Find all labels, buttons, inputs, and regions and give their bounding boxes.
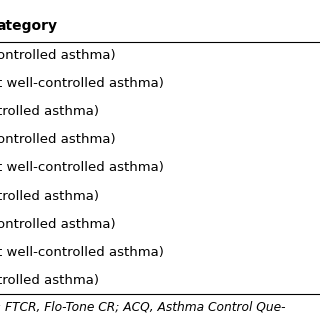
Text: ategory: ategory bbox=[0, 19, 58, 33]
Text: t well-controlled asthma): t well-controlled asthma) bbox=[0, 246, 164, 259]
Text: ; FTCR, Flo-Tone CR; ACQ, Asthma Control Que-: ; FTCR, Flo-Tone CR; ACQ, Asthma Control… bbox=[0, 301, 285, 314]
Text: ontrolled asthma): ontrolled asthma) bbox=[0, 133, 116, 147]
Text: trolled asthma): trolled asthma) bbox=[0, 274, 99, 287]
Text: trolled asthma): trolled asthma) bbox=[0, 105, 99, 118]
Text: ontrolled asthma): ontrolled asthma) bbox=[0, 218, 116, 231]
Text: trolled asthma): trolled asthma) bbox=[0, 189, 99, 203]
Text: t well-controlled asthma): t well-controlled asthma) bbox=[0, 77, 164, 90]
Text: t well-controlled asthma): t well-controlled asthma) bbox=[0, 162, 164, 174]
Text: ontrolled asthma): ontrolled asthma) bbox=[0, 49, 116, 62]
